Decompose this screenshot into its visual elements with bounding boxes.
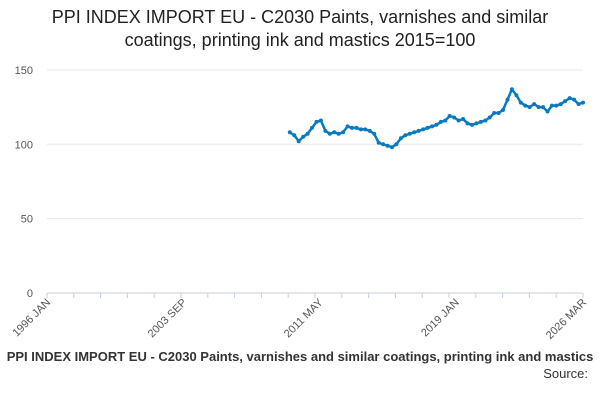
- data-point: [310, 125, 314, 130]
- data-point: [354, 125, 359, 130]
- data-point: [545, 109, 550, 114]
- data-point: [292, 133, 297, 138]
- data-point: [558, 102, 563, 107]
- series-line: [288, 87, 585, 149]
- legend-entry: PPI INDEX IMPORT EU - C2030 Paints, varn…: [6, 349, 594, 364]
- data-point: [296, 139, 301, 144]
- data-point: [447, 114, 452, 118]
- source-label: Source:: [543, 366, 588, 381]
- data-point: [345, 124, 350, 129]
- data-point: [403, 133, 408, 138]
- data-point: [381, 142, 386, 147]
- data-point: [385, 143, 390, 148]
- data-point: [465, 121, 470, 126]
- data-point: [527, 105, 532, 110]
- x-tick-label: 2011 MAY: [282, 296, 326, 340]
- y-gridlines: [47, 69, 583, 220]
- data-point: [358, 127, 363, 132]
- data-point: [496, 111, 501, 115]
- data-point: [323, 128, 328, 133]
- data-point: [567, 96, 572, 101]
- data-point: [314, 119, 319, 124]
- chart-title-line-1: PPI INDEX IMPORT EU - C2030 Paints, varn…: [51, 7, 549, 27]
- data-point: [376, 140, 381, 145]
- data-point: [407, 131, 412, 136]
- data-point: [576, 102, 581, 107]
- data-point: [536, 105, 541, 110]
- x-tick-label: 2026 MAR: [544, 297, 589, 342]
- data-point: [398, 136, 403, 141]
- legend: PPI INDEX IMPORT EU - C2030 Paints, varn…: [0, 349, 600, 369]
- data-point: [474, 121, 479, 126]
- data-point: [394, 142, 399, 147]
- data-point: [452, 115, 457, 120]
- data-point: [438, 119, 443, 124]
- data-point: [301, 134, 306, 139]
- data-point: [341, 130, 346, 135]
- x-tick-label: 2003 SEP: [146, 297, 190, 341]
- data-point: [492, 111, 497, 115]
- data-point: [434, 122, 439, 127]
- data-point: [518, 100, 523, 105]
- data-point: [532, 102, 537, 107]
- data-point: [523, 103, 528, 108]
- y-tick-label: 0: [27, 288, 33, 300]
- data-point: [318, 118, 323, 123]
- data-point: [505, 97, 510, 102]
- data-point: [332, 130, 337, 135]
- chart-title-line-2: coatings, printing ink and mastics 2015=…: [124, 30, 476, 50]
- data-point: [541, 105, 545, 110]
- data-point: [563, 99, 568, 104]
- x-axis: 1996 JAN 2003 SEP 2011 MAY 2019 JAN 2026 MAR: [10, 292, 589, 342]
- data-point: [572, 97, 577, 102]
- data-point: [363, 127, 368, 132]
- data-point: [372, 131, 377, 136]
- y-tick-label: 150: [15, 65, 33, 77]
- data-point: [509, 87, 514, 92]
- data-point: [581, 100, 585, 105]
- y-tick-label: 100: [15, 139, 33, 151]
- data-point: [549, 103, 554, 108]
- x-tick-label: 2019 JAN: [419, 297, 462, 340]
- data-point: [336, 131, 341, 136]
- chart-title: PPI INDEX IMPORT EU - C2030 Paints, varn…: [0, 6, 600, 52]
- data-point: [367, 128, 372, 133]
- data-point: [501, 108, 505, 112]
- data-point: [554, 103, 559, 108]
- data-point: [430, 124, 434, 129]
- data-point: [287, 130, 292, 135]
- data-point: [350, 125, 354, 130]
- data-point: [416, 128, 421, 133]
- y-tick-label: 50: [21, 214, 33, 226]
- data-point: [514, 93, 519, 98]
- data-point: [327, 131, 332, 136]
- data-point: [412, 130, 417, 135]
- data-point: [487, 115, 492, 120]
- data-point: [456, 118, 461, 123]
- y-axis: 0 50 100 150: [15, 65, 33, 300]
- data-point: [461, 117, 466, 121]
- data-point: [470, 122, 474, 127]
- data-point: [425, 125, 430, 130]
- data-point: [390, 145, 394, 150]
- x-tick-label: 1996 JAN: [10, 297, 53, 340]
- data-point: [421, 127, 426, 132]
- plot-area: [287, 87, 585, 150]
- data-point: [443, 118, 448, 123]
- data-point: [305, 131, 310, 136]
- data-point: [478, 119, 483, 124]
- data-point: [483, 118, 488, 123]
